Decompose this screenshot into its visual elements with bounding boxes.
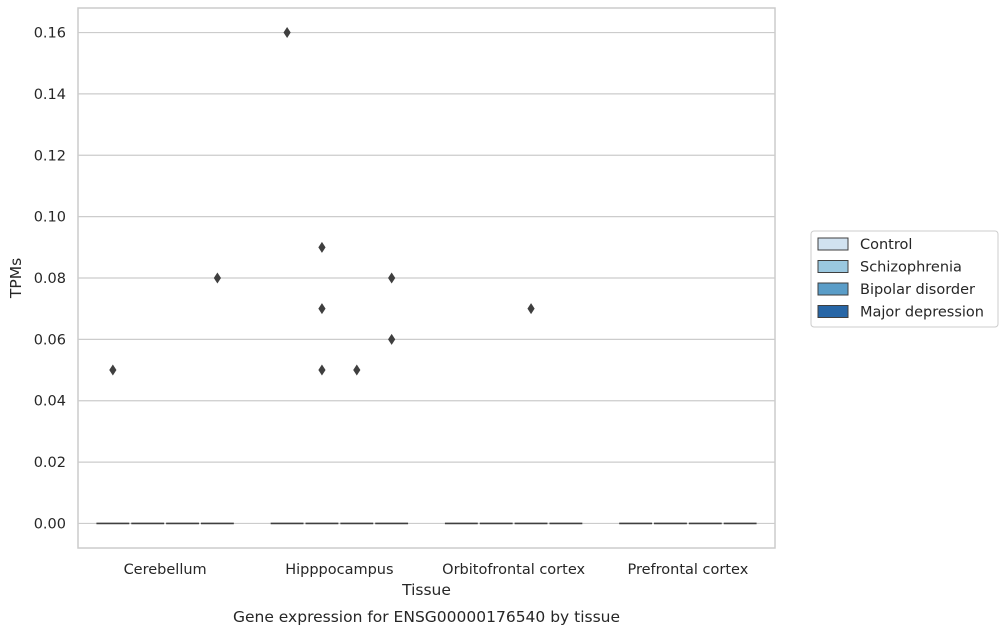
legend-swatch (817, 305, 849, 318)
legend-label: Bipolar disorder (860, 282, 975, 298)
outlier-point (318, 364, 326, 376)
legend-swatch (817, 237, 849, 251)
outlier-point (388, 272, 396, 284)
outlier-point (388, 333, 396, 345)
y-tick-label: 0.16 (34, 26, 66, 42)
y-tick-label: 0.08 (34, 271, 66, 287)
outlier-point (283, 27, 291, 39)
outlier-point (213, 272, 221, 284)
plot-frame (77, 7, 776, 549)
legend-frame (810, 230, 999, 328)
y-tick-label: 0.14 (34, 87, 66, 103)
chart-caption: Gene expression for ENSG00000176540 by t… (233, 608, 620, 626)
outlier-point (109, 364, 117, 376)
outlier-point (353, 364, 361, 376)
legend: Control Schizophrenia Bipolar disorder Majo… (810, 230, 999, 328)
x-tick-labels: Cerebellum Hipppocampus Orbitofrontal cort… (124, 562, 749, 578)
y-gridlines (78, 31, 775, 525)
legend-label: Schizophrenia (860, 260, 962, 276)
legend-label: Control (860, 237, 912, 253)
legend-swatch (817, 260, 849, 273)
x-tick-label: Cerebellum (124, 562, 207, 578)
x-tick-label: Orbitofrontal cortex (442, 562, 585, 578)
x-tick-label: Prefrontal cortex (627, 562, 748, 578)
y-tick-labels: 0.00 0.02 0.04 0.06 0.08 0.10 0.12 0.14 0.16 (34, 26, 66, 533)
legend-label: Major depression (860, 305, 984, 321)
y-axis-label: TPMs (7, 258, 25, 299)
legend-swatch (817, 282, 849, 296)
outlier-point (318, 303, 326, 315)
outlier-point (527, 303, 535, 315)
y-tick-label: 0.06 (34, 332, 66, 348)
legend-items: Control Schizophrenia Bipolar disorder Majo… (817, 237, 984, 321)
y-tick-label: 0.10 (34, 210, 66, 226)
outlier-point (318, 241, 326, 253)
x-axis-label: Tissue (401, 581, 451, 599)
y-tick-label: 0.02 (34, 455, 66, 471)
y-tick-label: 0.00 (34, 516, 66, 532)
y-tick-label: 0.04 (34, 394, 66, 410)
outlier-layer (109, 27, 535, 376)
y-tick-label: 0.12 (34, 148, 66, 164)
x-tick-label: Hipppocampus (285, 562, 393, 578)
